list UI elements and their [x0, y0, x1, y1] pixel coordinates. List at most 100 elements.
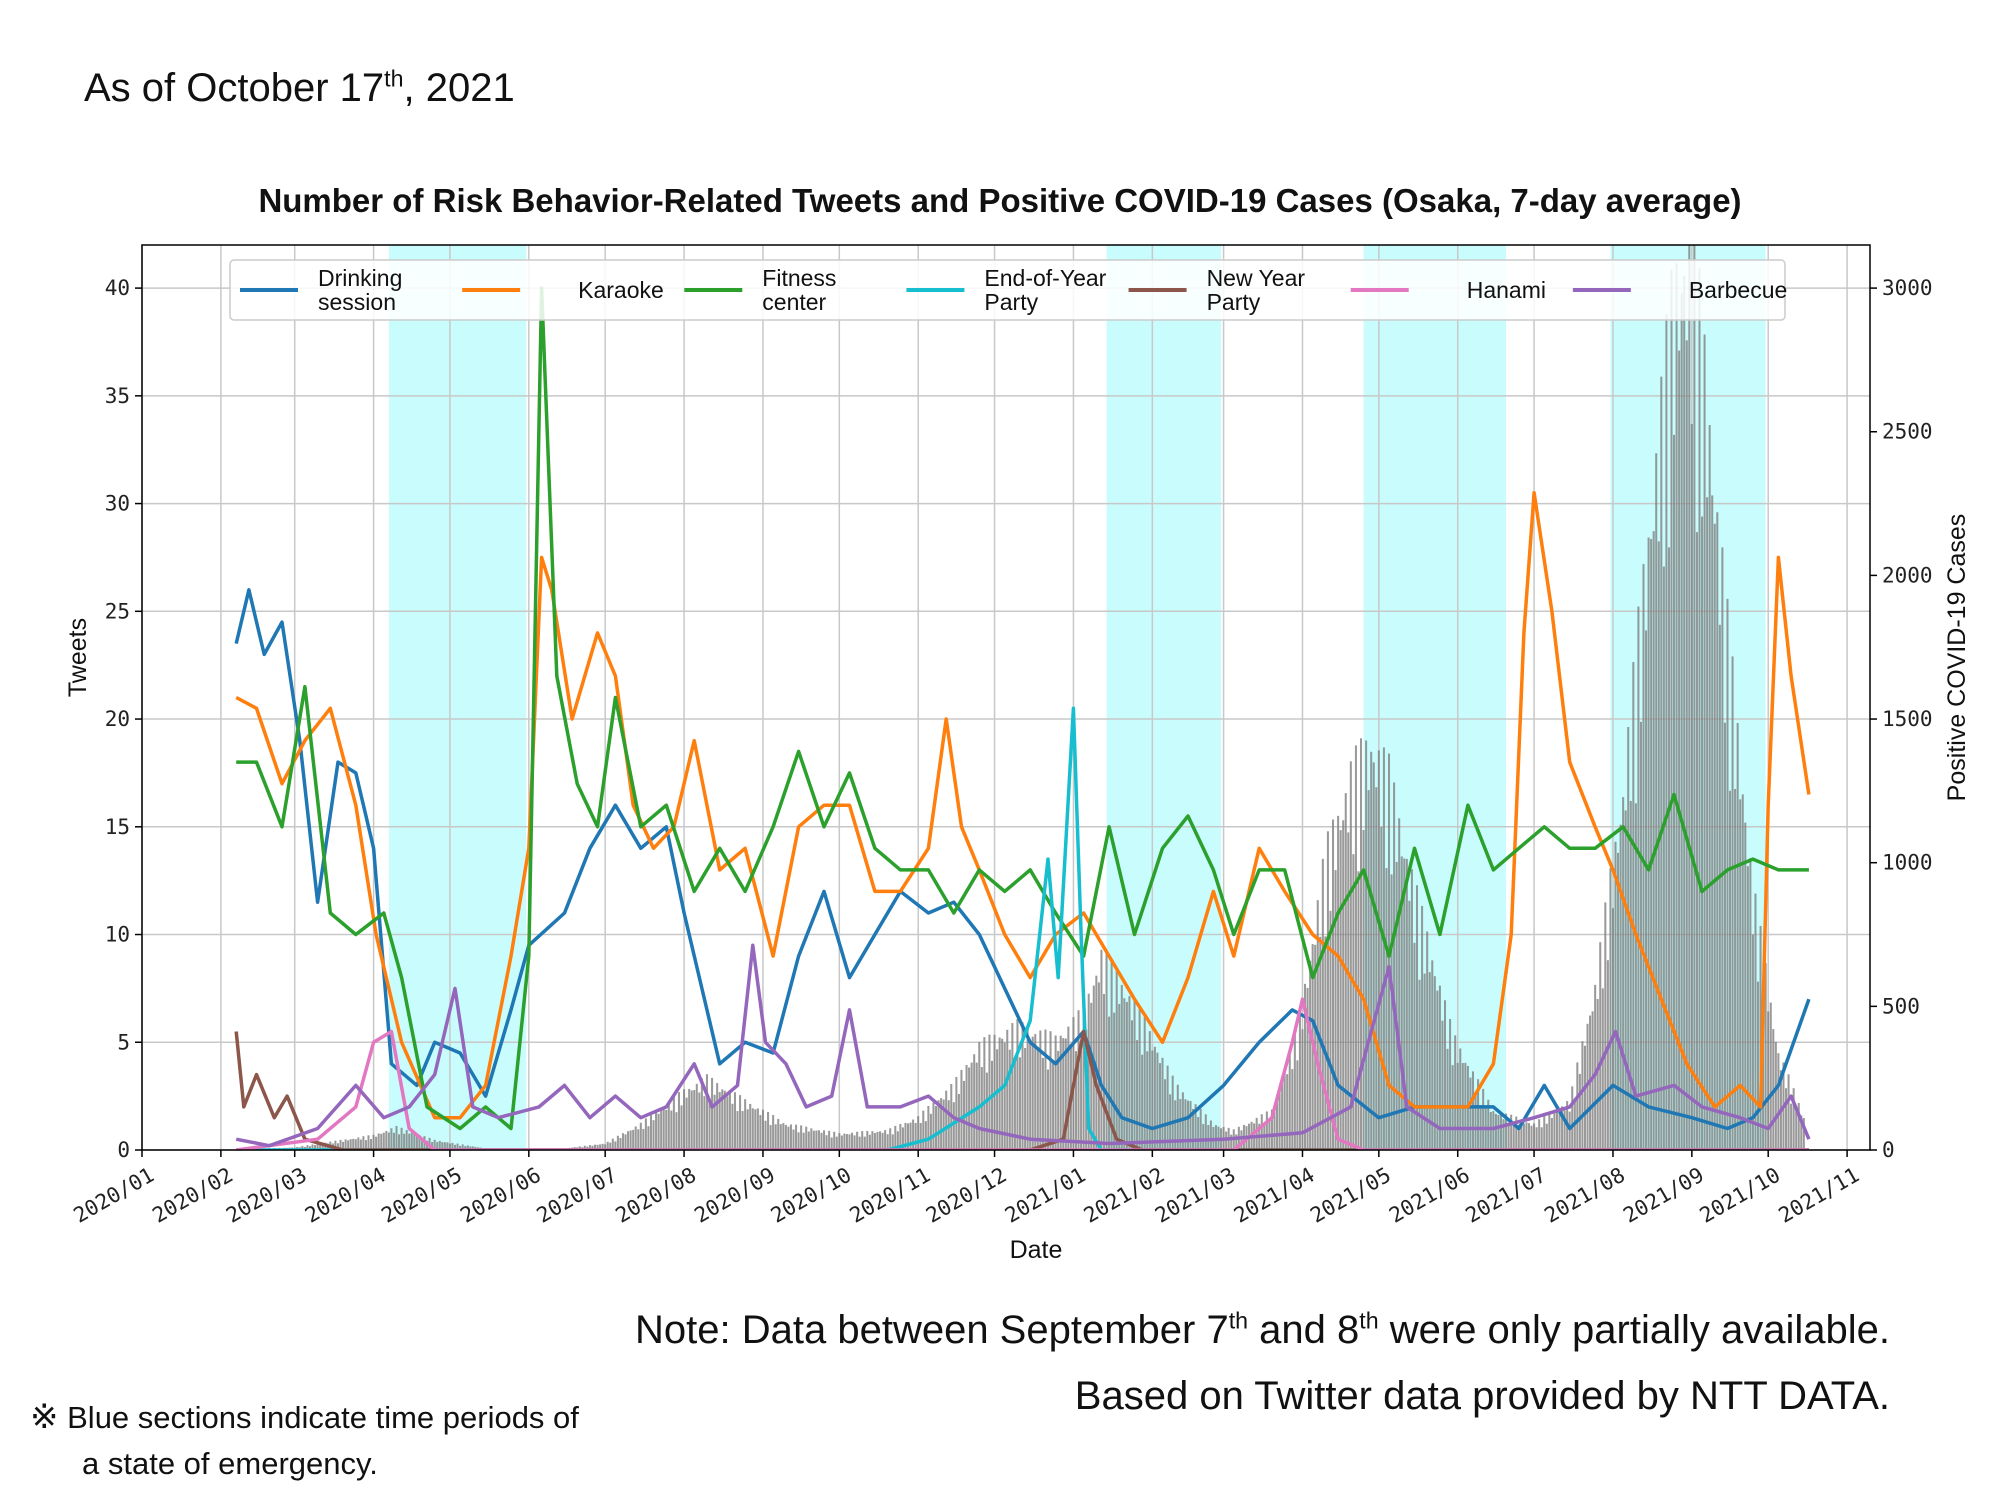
- case-bar: [845, 1133, 848, 1150]
- case-bar: [693, 1090, 696, 1150]
- case-bar: [1143, 1017, 1146, 1150]
- case-bar: [1054, 1035, 1057, 1150]
- case-bar: [1759, 925, 1762, 1150]
- case-bar: [955, 1076, 958, 1150]
- case-bar: [578, 1146, 581, 1150]
- case-bar: [996, 1049, 999, 1150]
- case-bar: [1090, 1002, 1093, 1150]
- case-bar: [1013, 1058, 1016, 1150]
- case-bar: [1108, 1016, 1111, 1150]
- case-bar: [1647, 537, 1650, 1150]
- case-bar: [1723, 722, 1726, 1150]
- cases-bars: [242, 245, 1805, 1150]
- case-bar: [815, 1130, 818, 1150]
- case-bar: [769, 1125, 772, 1150]
- case-bar: [1543, 1115, 1546, 1150]
- case-bar: [609, 1142, 612, 1150]
- case-bar: [441, 1142, 444, 1150]
- case-bar: [413, 1133, 416, 1150]
- case-bar: [1153, 1046, 1156, 1150]
- case-bar: [990, 1060, 994, 1150]
- case-bar: [792, 1129, 795, 1150]
- case-bar: [456, 1143, 459, 1150]
- case-bar: [1064, 1038, 1067, 1150]
- case-bar: [1281, 1082, 1284, 1150]
- case-bar: [1382, 747, 1385, 1150]
- case-bar: [616, 1135, 619, 1150]
- case-bar: [1347, 832, 1350, 1150]
- case-bar: [1026, 1028, 1029, 1150]
- x-tick-label: 2021/03: [1151, 1163, 1240, 1228]
- case-bar: [336, 1143, 339, 1150]
- case-bar: [1599, 942, 1602, 1150]
- case-bar: [672, 1096, 675, 1150]
- series-line-5: [235, 997, 1809, 1150]
- case-bar: [1632, 662, 1635, 1150]
- x-tick-label: 2020/08: [612, 1163, 701, 1228]
- case-bar: [1515, 1116, 1518, 1150]
- case-bar: [1459, 1048, 1462, 1150]
- y2-axis-title: Positive COVID-19 Cases: [1943, 514, 1971, 802]
- case-bar: [914, 1122, 917, 1150]
- case-bar: [978, 1042, 981, 1150]
- case-bar: [657, 1113, 660, 1150]
- case-bar: [1133, 997, 1136, 1150]
- case-bar: [1769, 1002, 1772, 1150]
- x-tick-label: 2020/03: [222, 1163, 311, 1228]
- case-bar: [784, 1124, 787, 1150]
- x-tick-label: 2021/02: [1080, 1163, 1169, 1228]
- case-bar: [1474, 1091, 1477, 1150]
- case-bar: [314, 1145, 317, 1150]
- case-bar: [1151, 1050, 1154, 1150]
- case-bar: [716, 1083, 719, 1150]
- case-bar: [459, 1145, 462, 1150]
- case-bar: [945, 1090, 948, 1150]
- case-bar: [1001, 1038, 1004, 1150]
- x-tick-label: 2021/08: [1540, 1163, 1629, 1228]
- case-bar: [1400, 856, 1403, 1150]
- case-bar: [1405, 858, 1408, 1150]
- case-bar: [802, 1132, 805, 1150]
- case-bar: [1214, 1125, 1217, 1150]
- case-bar: [1161, 1057, 1164, 1150]
- case-bar: [1487, 1099, 1490, 1150]
- case-bar: [1680, 293, 1683, 1150]
- case-bar: [907, 1123, 910, 1150]
- x-tick-label: 2021/11: [1775, 1163, 1864, 1228]
- case-bar: [1624, 810, 1627, 1150]
- case-bar: [1482, 1088, 1485, 1150]
- case-bar: [1326, 831, 1329, 1150]
- x-tick-label: 2021/10: [1696, 1163, 1785, 1228]
- case-bar: [1286, 1074, 1289, 1150]
- case-bar: [1802, 1117, 1805, 1150]
- case-bar: [1158, 1063, 1161, 1150]
- case-bar: [988, 1034, 991, 1150]
- case-bar: [1431, 960, 1434, 1150]
- case-bar: [1535, 1127, 1538, 1150]
- case-bar: [772, 1115, 775, 1150]
- case-bar: [375, 1136, 378, 1150]
- y-tick-label: 10: [105, 923, 130, 947]
- x-tick-label: 2021/09: [1619, 1163, 1708, 1228]
- case-bar: [838, 1133, 841, 1150]
- case-bar: [415, 1135, 418, 1150]
- case-bar: [899, 1124, 902, 1150]
- case-bar: [1499, 1113, 1503, 1150]
- case-bar: [1418, 979, 1421, 1150]
- case-bar: [1298, 1013, 1301, 1150]
- case-bar: [731, 1103, 734, 1150]
- case-bar: [1359, 738, 1363, 1150]
- case-bar: [1741, 794, 1744, 1150]
- case-bar: [1332, 819, 1335, 1150]
- case-bar: [810, 1128, 813, 1150]
- case-bar: [665, 1109, 668, 1150]
- case-bar: [1174, 1100, 1177, 1150]
- case-bar: [746, 1109, 749, 1150]
- x-tick-label: 2020/12: [922, 1163, 1011, 1228]
- case-bar: [795, 1124, 798, 1150]
- case-bar: [1057, 1050, 1060, 1150]
- case-bar: [1273, 1108, 1276, 1150]
- case-bar: [1685, 340, 1688, 1150]
- case-bar: [787, 1126, 790, 1150]
- case-bar: [823, 1130, 826, 1150]
